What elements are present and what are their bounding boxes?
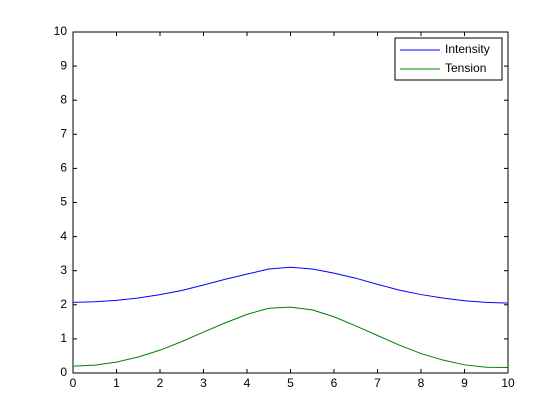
x-tick-label: 10 bbox=[501, 376, 515, 390]
x-tick-label: 1 bbox=[113, 376, 120, 390]
x-tick-label: 5 bbox=[287, 376, 294, 390]
x-tick-label: 0 bbox=[70, 376, 77, 390]
y-tick-label: 8 bbox=[60, 92, 67, 106]
legend-box bbox=[394, 37, 503, 81]
y-tick-label: 2 bbox=[60, 297, 67, 311]
x-tick-label: 8 bbox=[418, 376, 425, 390]
y-tick-label: 0 bbox=[60, 365, 67, 379]
y-tick-label: 6 bbox=[60, 161, 67, 175]
y-tick-label: 4 bbox=[60, 229, 67, 243]
legend-label: Tension bbox=[445, 61, 486, 75]
y-tick-label: 10 bbox=[54, 24, 68, 38]
legend-label: Intensity bbox=[445, 42, 490, 56]
plot-area bbox=[72, 31, 509, 374]
y-tick-label: 5 bbox=[60, 195, 67, 209]
x-tick-label: 4 bbox=[244, 376, 251, 390]
x-tick-label: 2 bbox=[157, 376, 164, 390]
x-tick-label: 3 bbox=[200, 376, 207, 390]
x-tick-label: 7 bbox=[374, 376, 381, 390]
x-tick-label: 6 bbox=[331, 376, 338, 390]
y-tick-label: 7 bbox=[60, 126, 67, 140]
y-tick-label: 9 bbox=[60, 58, 67, 72]
line-series bbox=[72, 306, 509, 369]
x-tick-label: 9 bbox=[461, 376, 468, 390]
y-tick-label: 3 bbox=[60, 263, 67, 277]
line-series bbox=[72, 266, 509, 304]
y-tick-label: 1 bbox=[60, 331, 67, 345]
